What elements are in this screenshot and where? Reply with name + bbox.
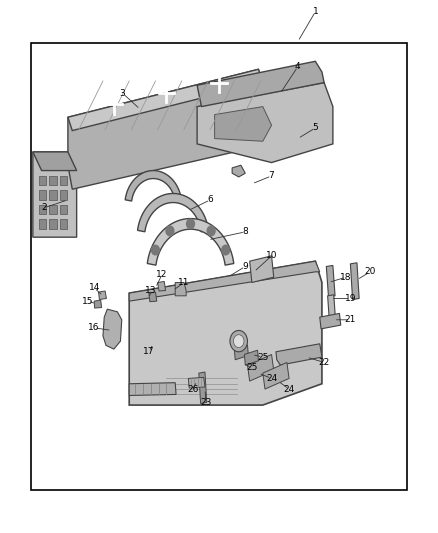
Bar bbox=[60, 190, 67, 200]
Bar bbox=[49, 205, 57, 214]
Text: 22: 22 bbox=[318, 358, 330, 367]
Text: 5: 5 bbox=[312, 124, 318, 132]
Text: 21: 21 bbox=[345, 316, 356, 324]
Polygon shape bbox=[68, 69, 272, 189]
Bar bbox=[60, 176, 67, 185]
Circle shape bbox=[187, 219, 194, 229]
Text: 24: 24 bbox=[283, 385, 295, 393]
Text: 24: 24 bbox=[266, 374, 277, 383]
Text: 25: 25 bbox=[257, 353, 268, 361]
Polygon shape bbox=[263, 362, 289, 389]
Polygon shape bbox=[129, 261, 320, 301]
Text: 12: 12 bbox=[156, 270, 168, 279]
Bar bbox=[49, 219, 57, 229]
Polygon shape bbox=[247, 354, 274, 381]
Bar bbox=[39, 205, 46, 214]
Polygon shape bbox=[234, 345, 248, 360]
Polygon shape bbox=[147, 219, 234, 265]
Text: 13: 13 bbox=[145, 286, 157, 295]
Bar bbox=[39, 219, 46, 229]
Text: 16: 16 bbox=[88, 324, 100, 332]
Polygon shape bbox=[244, 350, 258, 365]
Polygon shape bbox=[129, 261, 322, 405]
Polygon shape bbox=[320, 313, 341, 329]
Polygon shape bbox=[175, 282, 186, 296]
Circle shape bbox=[230, 330, 247, 352]
Polygon shape bbox=[197, 83, 333, 163]
Polygon shape bbox=[276, 344, 322, 365]
Polygon shape bbox=[149, 292, 157, 302]
Polygon shape bbox=[33, 152, 77, 171]
Bar bbox=[39, 190, 46, 200]
Bar bbox=[39, 176, 46, 185]
Circle shape bbox=[233, 335, 244, 348]
Text: 26: 26 bbox=[187, 385, 198, 393]
Polygon shape bbox=[350, 263, 359, 300]
Text: 3: 3 bbox=[120, 89, 126, 98]
Polygon shape bbox=[215, 107, 272, 141]
Bar bbox=[60, 205, 67, 214]
Text: 8: 8 bbox=[242, 228, 248, 236]
Polygon shape bbox=[94, 300, 102, 308]
Text: 25: 25 bbox=[246, 364, 258, 372]
Text: 2: 2 bbox=[41, 204, 46, 212]
Polygon shape bbox=[158, 281, 166, 291]
Text: 20: 20 bbox=[364, 268, 376, 276]
Circle shape bbox=[166, 226, 174, 236]
Polygon shape bbox=[328, 295, 336, 321]
Text: 14: 14 bbox=[88, 284, 100, 292]
Text: 1: 1 bbox=[312, 7, 318, 16]
Polygon shape bbox=[199, 372, 207, 403]
Bar bbox=[31, 43, 407, 490]
Text: 11: 11 bbox=[178, 278, 190, 287]
Polygon shape bbox=[326, 265, 335, 297]
Text: 10: 10 bbox=[266, 252, 277, 260]
Circle shape bbox=[207, 226, 215, 236]
Text: 23: 23 bbox=[200, 398, 212, 407]
Polygon shape bbox=[129, 383, 176, 395]
Bar bbox=[60, 219, 67, 229]
Text: 15: 15 bbox=[82, 297, 93, 305]
Polygon shape bbox=[103, 309, 122, 349]
Text: 6: 6 bbox=[207, 196, 213, 204]
Bar bbox=[49, 190, 57, 200]
Polygon shape bbox=[125, 171, 181, 201]
Polygon shape bbox=[197, 61, 324, 107]
Text: 9: 9 bbox=[242, 262, 248, 271]
Polygon shape bbox=[99, 291, 106, 300]
Text: 19: 19 bbox=[345, 294, 356, 303]
Polygon shape bbox=[232, 165, 245, 177]
Text: 4: 4 bbox=[295, 62, 300, 71]
Circle shape bbox=[152, 245, 159, 255]
Text: 17: 17 bbox=[143, 348, 155, 356]
Bar bbox=[49, 176, 57, 185]
Polygon shape bbox=[33, 152, 77, 237]
Polygon shape bbox=[250, 256, 274, 282]
Circle shape bbox=[222, 245, 230, 255]
Text: 18: 18 bbox=[340, 273, 352, 281]
Polygon shape bbox=[138, 193, 208, 232]
Polygon shape bbox=[68, 69, 263, 131]
Text: 7: 7 bbox=[268, 172, 275, 180]
Polygon shape bbox=[188, 377, 205, 388]
